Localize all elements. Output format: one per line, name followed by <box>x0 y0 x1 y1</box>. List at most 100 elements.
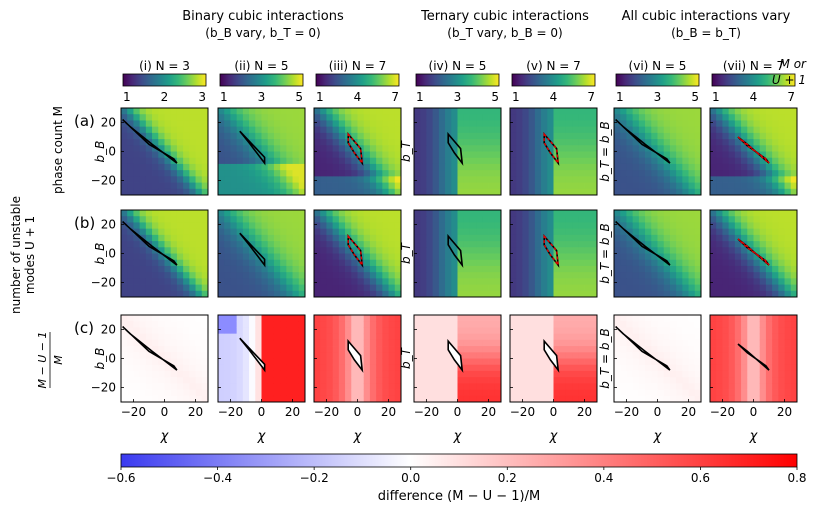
heat-cell <box>614 352 621 359</box>
heat-cell <box>388 352 396 359</box>
heat-cell <box>388 126 396 134</box>
heat-cell <box>772 265 779 273</box>
heat-cell <box>541 377 548 384</box>
heat-cell <box>747 395 754 403</box>
heat-cell <box>469 358 477 366</box>
heat-cell <box>338 364 346 372</box>
heat-cell <box>516 395 523 403</box>
colorbar-tick-label: 1 <box>616 90 624 104</box>
heat-cell <box>553 290 561 298</box>
heat-cell <box>694 139 702 146</box>
heat-cell <box>152 339 159 347</box>
heat-cell <box>164 383 172 390</box>
heat-cell <box>645 278 652 285</box>
heat-cell <box>516 339 523 347</box>
heat-cell <box>578 163 585 171</box>
heat-cell <box>710 253 717 261</box>
heat-cell <box>728 352 736 359</box>
heat-cell <box>189 395 196 403</box>
heat-cell <box>369 234 377 242</box>
heat-cell <box>676 151 683 159</box>
heat-cell <box>183 241 190 248</box>
heat-cell <box>451 370 458 378</box>
heat-cell <box>230 395 238 403</box>
heat-cell <box>669 253 677 261</box>
heat-cell <box>261 145 269 152</box>
heat-cell <box>482 176 489 183</box>
heat-cell <box>620 377 627 384</box>
heat-cell <box>158 108 165 115</box>
heat-cell <box>694 210 702 217</box>
heat-cell <box>438 145 446 152</box>
heat-cell <box>541 216 548 223</box>
heat-cell <box>438 278 446 285</box>
heat-cell <box>669 163 677 171</box>
heat-cell <box>426 210 434 217</box>
heat-cell <box>388 210 396 217</box>
heat-cell <box>620 139 627 146</box>
heat-cell <box>236 370 244 378</box>
colorbar-tick-label: 1 <box>316 90 324 104</box>
heat-cell <box>170 163 178 171</box>
heat-cell <box>320 315 327 322</box>
heat-cell <box>728 132 736 140</box>
heat-cell <box>476 126 483 134</box>
heat-cell <box>572 346 579 353</box>
heat-cell <box>139 377 147 384</box>
heat-cell <box>584 333 592 341</box>
heat-cell <box>152 284 159 292</box>
heat-cell <box>189 163 196 171</box>
heat-cell <box>170 120 178 128</box>
heat-cell <box>528 120 536 128</box>
heat-cell <box>676 377 683 384</box>
heat-cell <box>314 139 321 146</box>
heat-cell <box>139 358 147 366</box>
heat-cell <box>363 358 371 366</box>
heat-cell <box>559 126 567 134</box>
heat-cell <box>357 339 365 347</box>
colorbar-tick-label: 1 <box>416 90 424 104</box>
y-axis-label: b_T = b_B <box>598 223 612 283</box>
heat-cell <box>201 364 209 372</box>
heat-cell <box>345 333 352 341</box>
heat-cell <box>734 139 742 146</box>
heat-cell <box>426 157 434 165</box>
heat-cell <box>314 151 321 159</box>
heat-cell <box>753 370 761 378</box>
heat-cell <box>638 108 646 115</box>
heat-cell <box>292 176 300 183</box>
heat-cell <box>326 352 334 359</box>
heat-cell <box>747 241 754 248</box>
heat-cell <box>432 333 440 341</box>
heat-cell <box>267 176 275 183</box>
heat-cell <box>722 132 730 140</box>
heat-cell <box>688 126 696 134</box>
x-tick-label: 20 <box>188 405 203 419</box>
heat-cell <box>734 120 742 128</box>
heat-cell <box>694 108 702 115</box>
heat-cell <box>414 234 421 242</box>
heat-cell <box>170 333 178 341</box>
heat-cell <box>432 126 440 134</box>
heat-cell <box>682 352 689 359</box>
heat-cell <box>657 176 665 183</box>
heat-cell <box>457 265 465 273</box>
heat-cell <box>382 170 389 177</box>
heat-cell <box>152 126 159 134</box>
heat-cell <box>145 352 153 359</box>
heat-cell <box>236 315 244 322</box>
heat-cell <box>127 383 134 390</box>
heat-cell <box>158 247 165 254</box>
heat-cell <box>158 272 165 279</box>
heat-cell <box>382 234 389 242</box>
heat-cell <box>632 278 640 285</box>
heat-cell <box>414 389 421 397</box>
heat-cell <box>394 228 402 236</box>
heat-cell <box>651 259 658 267</box>
heat-cell <box>494 176 502 183</box>
heat-cell <box>694 145 702 152</box>
heat-cell <box>176 253 184 261</box>
heat-cell <box>463 327 471 335</box>
heat-cell <box>476 114 483 121</box>
heat-cell <box>651 210 658 217</box>
